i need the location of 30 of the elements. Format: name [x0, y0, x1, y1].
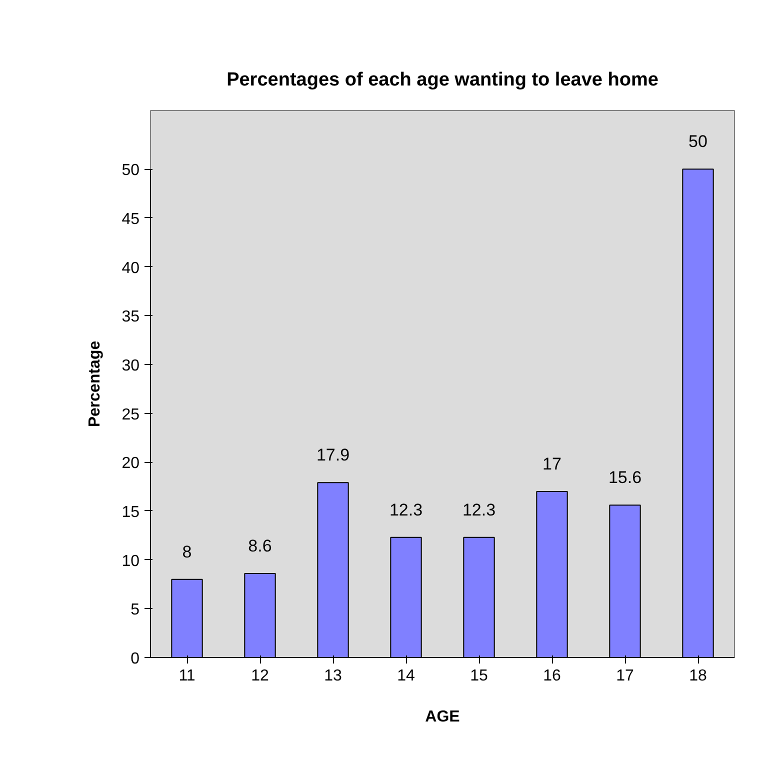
- data-label: 15.6: [608, 468, 642, 488]
- data-label: 12.3: [462, 500, 496, 520]
- chart-title: Percentages of each age wanting to leave home: [226, 70, 658, 90]
- x-tick-label: 16: [543, 668, 561, 684]
- y-tick-label: 15: [122, 504, 140, 521]
- data-label: 17.9: [316, 446, 350, 465]
- data-label: 8: [182, 542, 192, 562]
- data-label: 17: [542, 454, 562, 474]
- y-axis-title: Percentage: [86, 340, 104, 428]
- x-tick-label: 11: [178, 668, 196, 684]
- y-tick-label: 45: [122, 210, 140, 228]
- data-label: 8.6: [248, 536, 272, 556]
- x-tick-label: 14: [397, 668, 415, 684]
- y-tick-label: 10: [122, 552, 140, 570]
- x-tick-label: 12: [251, 668, 269, 684]
- x-tick-label: 13: [324, 668, 342, 684]
- x-tick-label: 15: [470, 668, 488, 684]
- data-label: 50: [688, 132, 708, 152]
- y-tick-label: 0: [130, 650, 140, 668]
- y-tick-label: 50: [122, 162, 140, 180]
- y-tick-label: 30: [122, 357, 140, 374]
- y-tick-label: 5: [130, 602, 140, 619]
- x-tick-label: 17: [616, 668, 634, 684]
- y-tick-label: 35: [122, 308, 140, 326]
- y-tick-label: 25: [122, 406, 140, 424]
- x-axis-title: AGE: [425, 708, 460, 726]
- y-tick-label: 20: [122, 455, 140, 472]
- data-label: 12.3: [389, 500, 423, 520]
- x-tick-label: 18: [689, 668, 707, 684]
- y-tick-label: 40: [122, 260, 140, 277]
